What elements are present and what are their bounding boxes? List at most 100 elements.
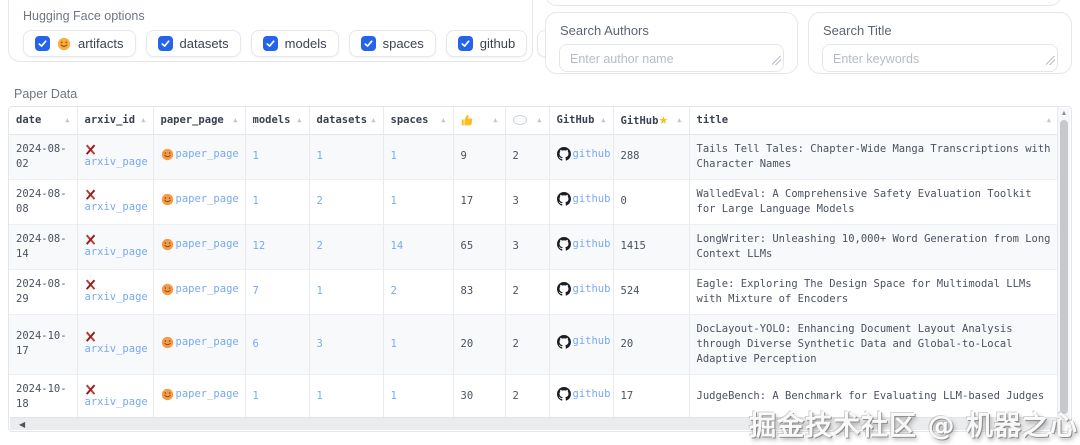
github-link[interactable]: github (572, 335, 611, 348)
models-count-link[interactable]: 6 (252, 337, 259, 350)
scroll-up-icon[interactable]: ▲ (1060, 110, 1068, 117)
hugging-face-icon (57, 37, 71, 51)
cell-datasets: 3 (309, 314, 384, 375)
spaces-count-link[interactable]: 1 (390, 390, 397, 402)
col-header-upvotes[interactable]: ▲ (453, 107, 506, 135)
resize-handle-icon[interactable] (1046, 56, 1055, 65)
paper-page-link[interactable]: paper_page (175, 193, 239, 205)
github-link[interactable]: github (572, 192, 611, 205)
col-header-comments[interactable]: ▲ (505, 107, 550, 135)
paper-page-link[interactable]: paper_page (175, 283, 239, 295)
cell-datasets: 2 (309, 179, 384, 225)
cell-date: 2024-08-08 (9, 179, 78, 225)
arxiv-page-link[interactable]: arxiv_page (84, 155, 148, 168)
models-count-link[interactable]: 7 (252, 285, 259, 297)
spaces-count-link[interactable]: 14 (390, 240, 404, 252)
cell-github: github (549, 314, 614, 375)
cell-title: Eagle: Exploring The Design Space for Mu… (689, 269, 1059, 315)
scroll-left-icon[interactable]: ◀ (19, 419, 26, 429)
table-row: 2024-10-17 arxiv_page paper_page 6 3 1 2… (9, 314, 1059, 375)
search-authors-panel: Search Authors (545, 12, 798, 74)
cell-spaces: 2 (383, 269, 454, 315)
cell-paper-page: paper_page (153, 224, 246, 270)
sort-arrow-icon: ▲ (493, 116, 498, 125)
col-header-github[interactable]: GitHub ▲ (549, 107, 614, 135)
datasets-count-link[interactable]: 1 (316, 390, 323, 402)
arxiv-page-link[interactable]: arxiv_page (84, 290, 148, 303)
cell-upvotes: 20 (453, 314, 506, 375)
github-link[interactable]: github (572, 237, 611, 250)
checkbox-checked-icon (457, 36, 473, 51)
paper-page-link[interactable]: paper_page (175, 335, 239, 348)
cell-github-stars: 524 (613, 269, 690, 315)
col-header-paper-page[interactable]: paper_page ▲ (153, 107, 246, 135)
cell-github: github (549, 179, 614, 225)
datasets-count-link[interactable]: 2 (316, 195, 323, 207)
sort-arrow-icon: ▲ (65, 116, 70, 125)
cell-datasets: 2 (309, 224, 384, 270)
models-count-link[interactable]: 1 (252, 150, 259, 162)
search-authors-input[interactable] (559, 44, 784, 72)
arxiv-page-link[interactable]: arxiv_page (84, 200, 148, 213)
spaces-count-link[interactable]: 1 (390, 150, 397, 162)
col-header-datasets[interactable]: datasets ▲ (309, 107, 384, 135)
arxiv-x-icon (85, 384, 146, 395)
sort-arrow-icon: ▲ (537, 116, 542, 125)
sort-arrow-icon: ▲ (371, 116, 376, 125)
checkbox-artifacts[interactable]: artifacts (23, 30, 136, 57)
paper-page-link[interactable]: paper_page (175, 388, 239, 400)
spaces-count-link[interactable]: 2 (390, 285, 397, 297)
spaces-count-link[interactable]: 1 (390, 195, 397, 207)
col-header-date[interactable]: date ▲ (9, 107, 78, 135)
arxiv-page-link[interactable]: arxiv_page (84, 343, 148, 355)
hugging-face-icon (161, 238, 174, 251)
resize-handle-icon[interactable] (772, 56, 781, 65)
paper-data-label: Paper Data (14, 87, 78, 101)
checkbox-datasets[interactable]: datasets (145, 30, 241, 57)
github-link[interactable]: github (572, 147, 611, 160)
arxiv-x-icon (85, 144, 146, 155)
cell-arxiv: arxiv_page (77, 374, 154, 420)
checkbox-checked-icon (157, 36, 173, 51)
cell-github-stars: 1415 (613, 224, 690, 270)
col-header-title[interactable]: title ▲ (689, 107, 1059, 135)
github-link[interactable]: github (572, 387, 611, 400)
paper-page-link[interactable]: paper_page (175, 148, 239, 160)
checkbox-label: models (284, 36, 327, 51)
cell-upvotes: 9 (453, 134, 506, 180)
datasets-count-link[interactable]: 2 (316, 240, 323, 252)
cell-paper-page: paper_page (153, 269, 246, 315)
cell-paper-page: paper_page (153, 134, 246, 180)
col-header-models[interactable]: models ▲ (245, 107, 310, 135)
checkbox-spaces[interactable]: spaces (348, 30, 436, 57)
arxiv-page-link[interactable]: arxiv_page (84, 395, 148, 408)
vertical-scrollbar-thumb[interactable] (1060, 120, 1068, 414)
cell-github-stars: 20 (613, 314, 690, 375)
checkbox-models[interactable]: models (250, 30, 339, 57)
checkbox-label: spaces (382, 36, 424, 51)
col-header-arxiv-id[interactable]: arxiv_id ▲ (77, 107, 154, 135)
github-link[interactable]: github (572, 282, 611, 295)
search-title-input[interactable] (822, 44, 1058, 72)
paper-page-link[interactable]: paper_page (175, 238, 239, 250)
models-count-link[interactable]: 1 (252, 195, 259, 207)
cell-datasets: 1 (309, 269, 384, 315)
datasets-count-link[interactable]: 3 (316, 337, 323, 350)
hugging-face-icon (161, 283, 174, 296)
hugging-face-icon (161, 388, 174, 401)
checkbox-github[interactable]: github (445, 30, 528, 57)
datasets-count-link[interactable]: 1 (316, 285, 323, 297)
models-count-link[interactable]: 1 (252, 390, 259, 402)
models-count-link[interactable]: 12 (252, 240, 266, 252)
arxiv-page-link[interactable]: arxiv_page (84, 245, 148, 258)
spaces-count-link[interactable]: 1 (390, 337, 397, 350)
cell-date: 2024-08-14 (9, 224, 78, 270)
cell-title: JudgeBench: A Benchmark for Evaluating L… (689, 374, 1059, 420)
vertical-scrollbar[interactable]: ▲ (1057, 108, 1070, 417)
col-header-github-stars[interactable]: GitHub★ ▲ (613, 107, 690, 135)
cell-arxiv: arxiv_page (77, 314, 154, 375)
horizontal-scrollbar[interactable]: ◀ (10, 417, 1057, 430)
col-header-spaces[interactable]: spaces ▲ (383, 107, 454, 135)
datasets-count-link[interactable]: 1 (316, 150, 323, 162)
cell-models: 12 (245, 224, 310, 270)
